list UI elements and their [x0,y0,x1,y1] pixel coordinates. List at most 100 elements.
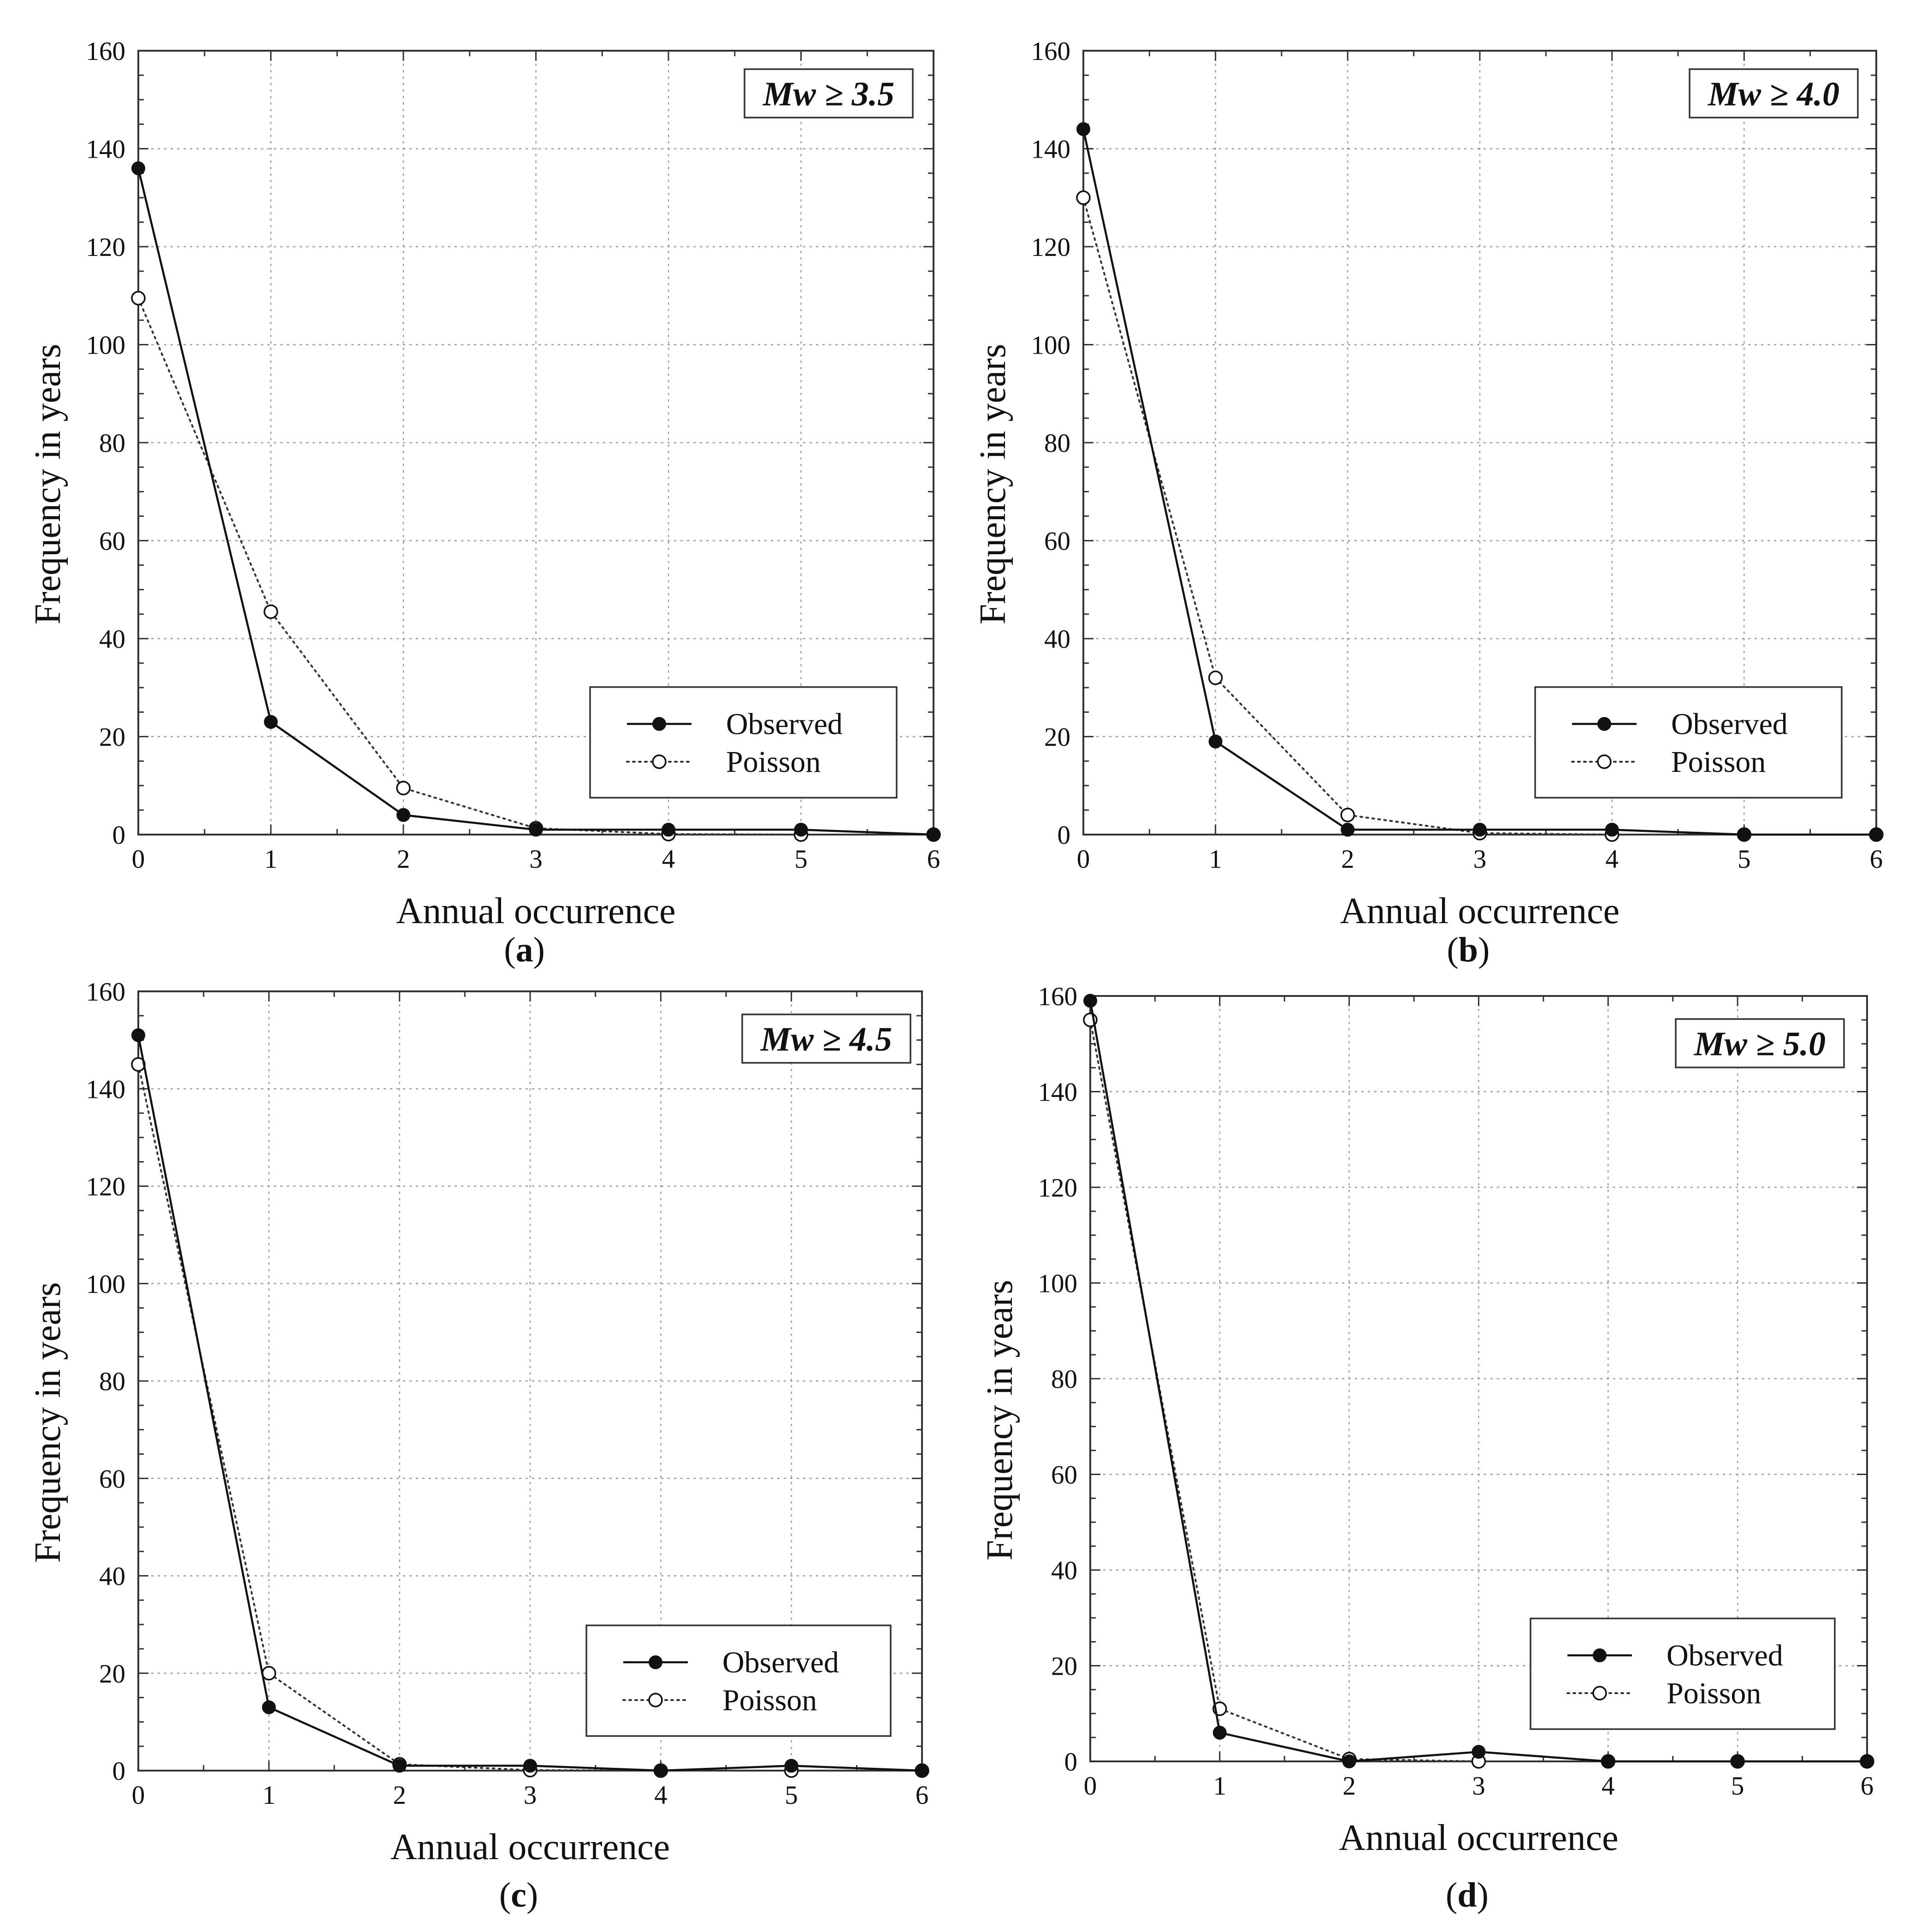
panel-label-letter: b [1459,930,1478,969]
x-tick-label: 3 [524,1781,537,1810]
y-tick-label: 140 [86,1075,126,1104]
y-tick-label: 80 [99,1367,125,1396]
y-tick-label: 120 [86,233,126,262]
x-tick-label: 2 [1341,845,1354,874]
observed-point [1601,1754,1615,1768]
x-tick-label: 1 [262,1781,276,1810]
panel-label-open: ( [1446,1876,1457,1914]
panel-label-close: ) [526,1876,538,1914]
y-tick-label: 160 [1038,982,1078,1011]
y-tick-label: 140 [86,135,126,164]
y-tick-label: 120 [1038,1173,1078,1203]
y-tick-label: 40 [99,1562,125,1591]
observed-point [927,828,940,842]
poisson-point [263,604,278,619]
y-tick-label: 120 [1031,233,1071,262]
poisson-point [396,781,411,795]
y-tick-label: 0 [112,1757,126,1786]
legend-box [589,686,898,799]
x-tick-label: 2 [1342,1772,1356,1801]
x-tick-label: 0 [1077,845,1090,874]
magnitude-box [744,68,914,119]
y-tick-label: 100 [86,331,126,360]
legend-box [1530,1618,1836,1730]
panel-label-open: ( [499,1876,511,1914]
x-tick-label: 5 [1731,1772,1744,1801]
observed-legend-marker [649,1655,662,1669]
y-tick-label: 20 [1051,1652,1077,1681]
observed-point [1737,828,1751,842]
x-tick-label: 0 [1084,1772,1097,1801]
panel-label-close: ) [1478,930,1489,969]
observed-point [131,1028,145,1043]
observed-legend-marker [652,717,666,731]
observed-point [1731,1754,1745,1768]
y-tick-label: 160 [1031,37,1071,66]
x-axis-title: Annual occurrence [1340,891,1619,931]
poisson-legend-label: Poisson [1671,745,1766,779]
x-tick-label: 0 [132,845,145,874]
y-tick-label: 40 [99,625,125,654]
panel-label: (c) [499,1876,538,1914]
magnitude-label: Mw ≥ 3.5 [762,76,894,113]
x-tick-label: 4 [1602,1772,1615,1801]
observed-point [794,823,808,837]
x-tick-label: 6 [1870,845,1883,874]
y-tick-label: 0 [1064,1748,1078,1777]
observed-point [1869,828,1883,842]
panel-label-open: ( [1447,930,1459,969]
magnitude-label: Mw ≥ 5.0 [1694,1025,1826,1063]
poisson-point [1340,807,1355,823]
observed-point [1076,122,1090,136]
x-tick-label: 5 [785,1781,798,1810]
magnitude-box [1675,1018,1845,1068]
magnitude-label: Mw ≥ 4.0 [1708,76,1839,113]
observed-point [915,1764,929,1778]
observed-point [1473,823,1487,837]
legend-box [1534,686,1843,799]
observed-point [131,161,145,175]
y-tick-label: 80 [1051,1365,1077,1394]
y-tick-label: 20 [99,723,125,752]
observed-point [784,1759,798,1773]
panel-label-letter: a [516,930,533,969]
y-tick-label: 100 [1038,1269,1078,1298]
y-tick-label: 80 [1044,429,1070,458]
observed-point [1605,823,1619,837]
observed-point [396,808,410,822]
x-tick-label: 3 [1473,845,1487,874]
observed-point [1472,1745,1486,1759]
observed-point [1341,823,1355,837]
poisson-point [1076,190,1091,205]
x-tick-label: 1 [264,845,278,874]
y-tick-label: 40 [1051,1556,1077,1585]
y-tick-label: 40 [1044,625,1070,654]
y-tick-label: 120 [86,1173,126,1202]
observed-point [392,1759,407,1773]
observed-point [262,1700,276,1714]
poisson-legend-marker [1597,754,1612,769]
x-tick-label: 1 [1213,1772,1227,1801]
y-tick-label: 100 [86,1270,126,1299]
y-axis-title: Frequency in years [980,1280,1020,1561]
y-tick-label: 60 [99,1464,125,1493]
y-axis-title: Frequency in years [28,344,68,625]
x-tick-label: 5 [1738,845,1751,874]
x-tick-label: 1 [1209,845,1222,874]
y-tick-label: 80 [99,429,125,458]
y-tick-label: 60 [99,527,125,556]
x-tick-label: 2 [397,845,410,874]
observed-legend-label: Observed [1671,707,1788,741]
observed-point [1208,735,1223,749]
y-tick-label: 160 [86,978,126,1007]
y-tick-label: 60 [1044,527,1070,556]
observed-point [264,715,278,729]
x-tick-label: 6 [927,845,940,874]
x-tick-label: 5 [794,845,808,874]
x-tick-label: 3 [529,845,543,874]
